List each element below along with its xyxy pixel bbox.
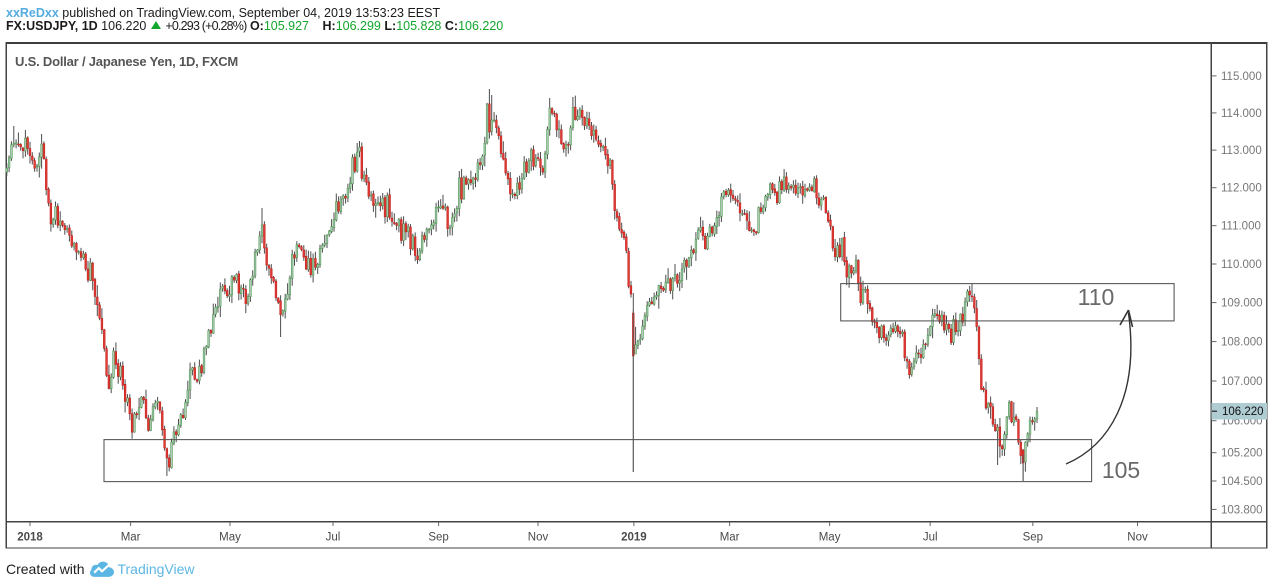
svg-text:May: May (819, 532, 841, 544)
svg-text:115.000: 115.000 (1221, 71, 1262, 83)
svg-text:113.000: 113.000 (1221, 145, 1262, 157)
svg-text:2019: 2019 (621, 532, 647, 544)
svg-text:105: 105 (1102, 457, 1140, 483)
svg-text:Mar: Mar (121, 532, 141, 544)
svg-text:Nov: Nov (1127, 532, 1148, 544)
svg-text:Jul: Jul (923, 532, 938, 544)
svg-text:110.000: 110.000 (1221, 259, 1262, 271)
svg-text:Sep: Sep (1023, 532, 1043, 544)
svg-text:Sep: Sep (428, 532, 448, 544)
svg-text:114.000: 114.000 (1221, 108, 1262, 120)
svg-text:103.800: 103.800 (1221, 504, 1263, 516)
svg-text:110: 110 (1078, 284, 1115, 310)
svg-text:104.500: 104.500 (1221, 476, 1263, 488)
svg-text:Mar: Mar (720, 532, 740, 544)
svg-text:112.000: 112.000 (1221, 183, 1262, 195)
svg-text:106.220: 106.220 (1222, 406, 1264, 418)
svg-text:May: May (219, 532, 241, 544)
svg-text:105.200: 105.200 (1221, 448, 1263, 460)
svg-text:Jul: Jul (326, 532, 341, 544)
svg-text:107.000: 107.000 (1221, 376, 1263, 388)
svg-text:Nov: Nov (528, 532, 549, 544)
svg-text:109.000: 109.000 (1221, 298, 1263, 310)
svg-text:108.000: 108.000 (1221, 337, 1263, 349)
svg-text:111.000: 111.000 (1221, 221, 1261, 233)
svg-text:2018: 2018 (17, 532, 43, 544)
